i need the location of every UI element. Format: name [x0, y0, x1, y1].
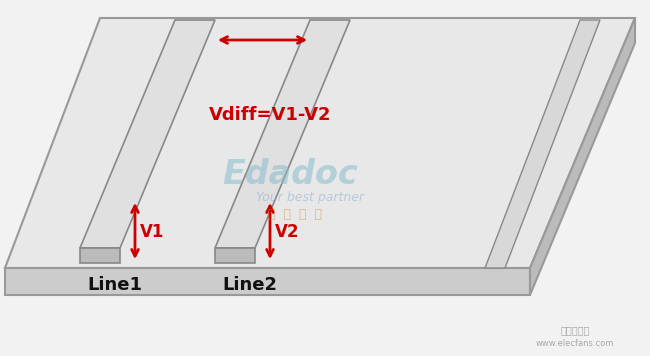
Polygon shape — [215, 20, 350, 248]
Text: 一  博  科  技: 一 博 科 技 — [268, 209, 322, 221]
Polygon shape — [215, 248, 255, 263]
Text: Vdiff=V1-V2: Vdiff=V1-V2 — [209, 106, 332, 124]
Text: 电子发烧网: 电子发烧网 — [560, 325, 590, 335]
Text: V1: V1 — [140, 223, 164, 241]
Text: Your best partner: Your best partner — [256, 192, 364, 204]
Polygon shape — [485, 20, 600, 268]
Polygon shape — [5, 18, 635, 268]
Text: V2: V2 — [275, 223, 300, 241]
Polygon shape — [5, 268, 530, 295]
Text: Edadoc: Edadoc — [222, 158, 358, 192]
Text: Line1: Line1 — [88, 276, 142, 294]
Polygon shape — [530, 18, 635, 295]
Text: www.elecfans.com: www.elecfans.com — [536, 339, 614, 347]
Polygon shape — [80, 248, 120, 263]
Text: Line2: Line2 — [222, 276, 278, 294]
Polygon shape — [80, 20, 215, 248]
